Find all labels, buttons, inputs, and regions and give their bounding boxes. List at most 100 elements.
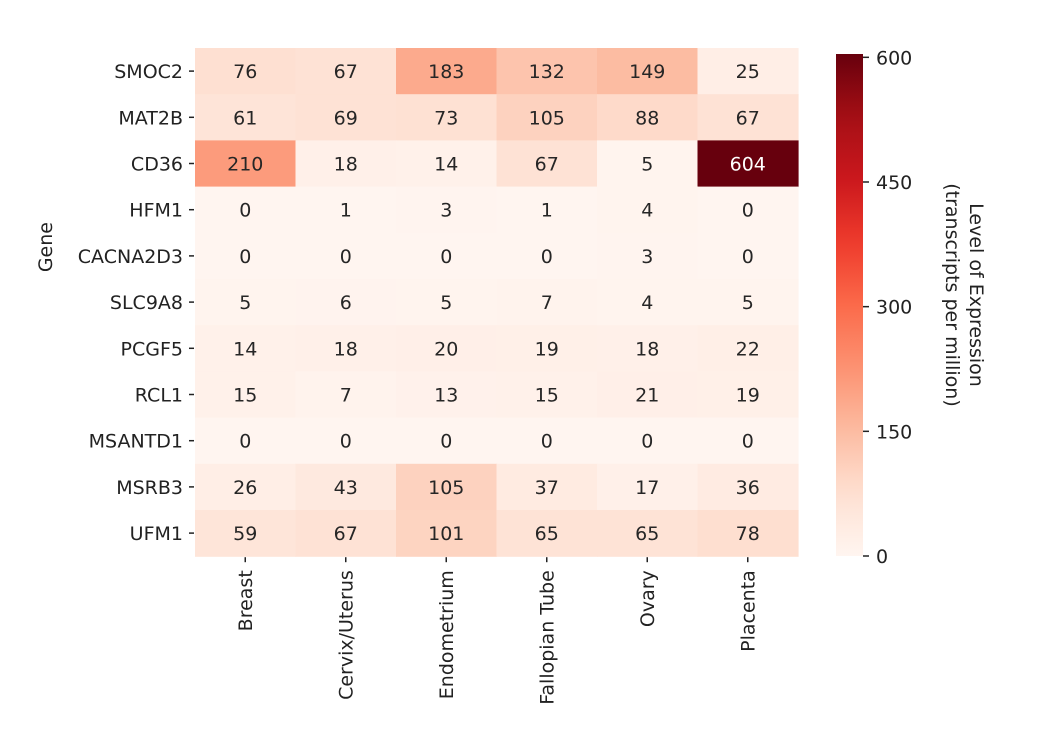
heatmap-cell <box>697 371 799 419</box>
heatmap-cell <box>597 371 699 419</box>
cell-value-label: 0 <box>239 200 251 222</box>
cell-value-label: 17 <box>635 477 659 499</box>
cell-value-label: 0 <box>742 200 754 222</box>
heatmap-cell <box>295 417 397 465</box>
heatmap-cell <box>496 371 598 419</box>
heatmap-cell <box>496 279 598 326</box>
heatmap-cell <box>396 417 498 465</box>
heatmap-cell <box>697 140 799 188</box>
heatmap-cell <box>195 325 297 372</box>
cell-value-label: 210 <box>227 154 263 176</box>
heatmap-cell <box>195 417 297 465</box>
cell-value-label: 20 <box>434 338 458 360</box>
heatmap-cell <box>496 463 598 511</box>
heatmap-cell <box>396 94 498 141</box>
heatmap-cell <box>496 417 598 465</box>
cell-value-label: 3 <box>641 246 653 268</box>
cell-value-label: 73 <box>434 107 458 129</box>
heatmap-cell <box>697 510 799 557</box>
cell-value-label: 69 <box>334 107 358 129</box>
heatmap-cell <box>396 371 498 419</box>
cell-value-label: 7 <box>541 292 553 314</box>
cell-value-label: 18 <box>334 338 358 360</box>
colorbar-tick-label: 0 <box>876 546 888 568</box>
cell-value-label: 5 <box>641 154 653 176</box>
heatmap-cell <box>496 94 598 141</box>
cell-value-label: 37 <box>535 477 559 499</box>
cell-value-label: 4 <box>641 200 653 222</box>
x-tick-label: Endometrium <box>436 570 458 699</box>
y-axis-label: Gene <box>35 222 57 272</box>
cell-value-label: 0 <box>742 431 754 453</box>
heatmap-cell <box>697 48 799 95</box>
heatmap-cell <box>597 510 699 557</box>
cell-value-label: 14 <box>434 154 458 176</box>
heatmap-cell <box>697 463 799 511</box>
colorbar-tick-label: 150 <box>876 421 912 443</box>
heatmap-cell <box>295 94 397 141</box>
heatmap-cell <box>295 140 397 188</box>
y-tick-label: CD36 <box>131 154 183 176</box>
cell-value-label: 7 <box>340 385 352 407</box>
cell-value-label: 67 <box>334 61 358 83</box>
heatmap-cell <box>697 186 799 234</box>
colorbar-gradient <box>836 54 863 556</box>
heatmap-cell <box>496 186 598 234</box>
heatmap-cell <box>597 186 699 234</box>
cell-value-label: 604 <box>730 154 766 176</box>
heatmap-cell <box>295 463 397 511</box>
y-tick-label: RCL1 <box>135 385 183 407</box>
cell-value-label: 183 <box>428 61 464 83</box>
heatmap-cell <box>195 94 297 141</box>
cell-value-label: 5 <box>239 292 251 314</box>
heatmap-cell <box>697 325 799 372</box>
heatmap-cell <box>597 279 699 326</box>
colorbar-label-line2: (transcripts per million) <box>941 183 963 407</box>
colorbar-label: Level of Expression (transcripts per mil… <box>941 183 987 407</box>
cell-value-label: 101 <box>428 523 464 545</box>
heatmap-cell <box>697 279 799 326</box>
cell-value-label: 21 <box>635 385 659 407</box>
heatmap-cell <box>697 232 799 280</box>
cell-value-label: 61 <box>233 107 257 129</box>
cell-value-label: 0 <box>440 246 452 268</box>
cell-value-label: 0 <box>742 246 754 268</box>
heatmap-cell <box>195 279 297 326</box>
heatmap-cell <box>496 510 598 557</box>
heatmap-cell <box>295 232 397 280</box>
heatmap-cell <box>597 417 699 465</box>
cell-value-label: 105 <box>529 107 565 129</box>
heatmap-cell <box>396 48 498 95</box>
cell-value-label: 15 <box>535 385 559 407</box>
cell-value-label: 14 <box>233 338 257 360</box>
heatmap-cell <box>597 48 699 95</box>
cell-value-label: 67 <box>535 154 559 176</box>
heatmap-cell <box>597 232 699 280</box>
cell-value-label: 18 <box>635 338 659 360</box>
heatmap-cell <box>295 48 397 95</box>
cell-value-label: 19 <box>535 338 559 360</box>
y-tick-label: UFM1 <box>130 523 183 545</box>
heatmap-cell <box>396 463 498 511</box>
cell-value-label: 65 <box>535 523 559 545</box>
x-tick-label: Placenta <box>738 570 760 652</box>
heatmap-cell <box>396 279 498 326</box>
cell-value-label: 18 <box>334 154 358 176</box>
heatmap-cell <box>195 140 297 188</box>
heatmap-cell <box>295 279 397 326</box>
cell-value-label: 36 <box>736 477 760 499</box>
heatmap-cell <box>496 232 598 280</box>
heatmap-cell <box>195 463 297 511</box>
heatmap-cell <box>496 48 598 95</box>
heatmap-cell <box>496 140 598 188</box>
y-tick-label: CACNA2D3 <box>78 246 183 268</box>
cell-value-label: 3 <box>440 200 452 222</box>
cell-value-label: 1 <box>541 200 553 222</box>
cell-value-label: 0 <box>239 246 251 268</box>
y-tick-label: MSANTD1 <box>89 431 183 453</box>
heatmap-cell <box>195 232 297 280</box>
cell-value-label: 0 <box>541 431 553 453</box>
cell-value-label: 0 <box>340 246 352 268</box>
